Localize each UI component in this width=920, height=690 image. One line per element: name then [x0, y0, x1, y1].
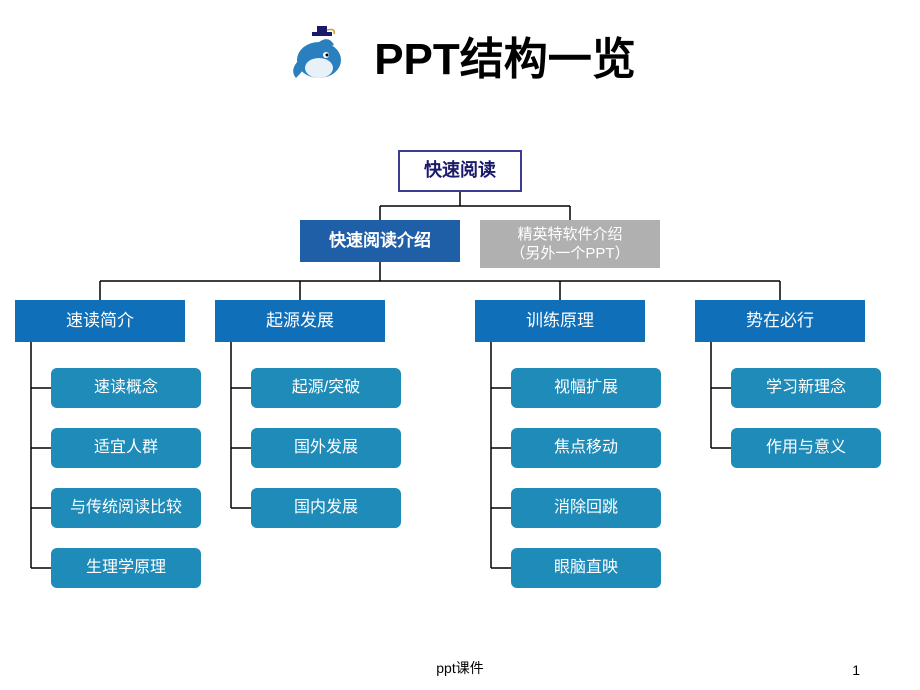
level3-brief: 速读简介 — [15, 300, 185, 342]
leaf-brief-3: 生理学原理 — [51, 548, 201, 588]
leaf-train-1: 焦点移动 — [511, 428, 661, 468]
root-node: 快速阅读 — [398, 150, 522, 192]
level3-origin: 起源发展 — [215, 300, 385, 342]
leaf-trend-1: 作用与意义 — [731, 428, 881, 468]
page-title: PPT结构一览 — [374, 23, 636, 87]
leaf-train-0: 视幅扩展 — [511, 368, 661, 408]
level3-trend: 势在必行 — [695, 300, 865, 342]
page-number: 1 — [852, 662, 860, 678]
leaf-brief-2: 与传统阅读比较 — [51, 488, 201, 528]
leaf-origin-2: 国内发展 — [251, 488, 401, 528]
dolphin-mascot-icon — [284, 20, 354, 90]
leaf-origin-1: 国外发展 — [251, 428, 401, 468]
header: PPT结构一览 — [0, 0, 920, 100]
leaf-trend-0: 学习新理念 — [731, 368, 881, 408]
leaf-origin-0: 起源/突破 — [251, 368, 401, 408]
level2-soft: 精英特软件介绍（另外一个PPT） — [480, 220, 660, 268]
leaf-brief-0: 速读概念 — [51, 368, 201, 408]
leaf-train-2: 消除回跳 — [511, 488, 661, 528]
level3-train: 训练原理 — [475, 300, 645, 342]
footer-label: ppt课件 — [436, 658, 483, 678]
leaf-brief-1: 适宜人群 — [51, 428, 201, 468]
level2-intro: 快速阅读介绍 — [300, 220, 460, 262]
leaf-train-3: 眼脑直映 — [511, 548, 661, 588]
org-chart: 快速阅读快速阅读介绍精英特软件介绍（另外一个PPT） 速读简介起源发展 训练原理 势在… — [0, 100, 920, 660]
